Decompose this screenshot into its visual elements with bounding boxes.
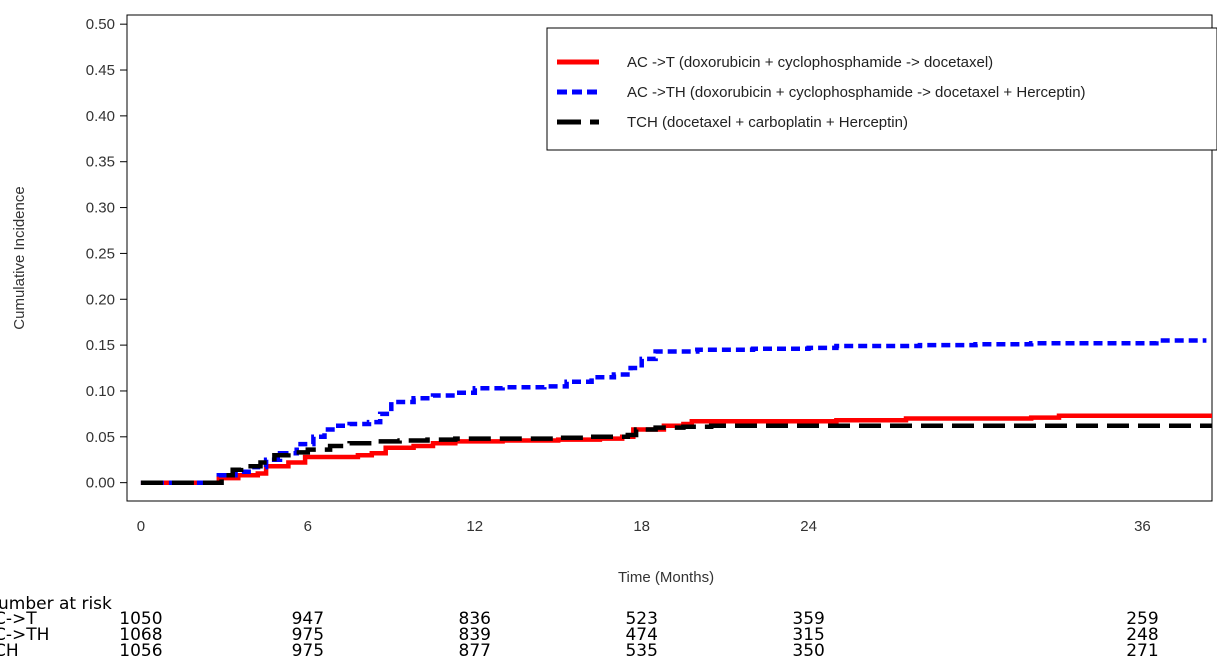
risk-table-title: umber at risk bbox=[0, 594, 112, 614]
risk-count: 975 bbox=[292, 625, 324, 645]
legend-label: AC ->T (doxorubicin + cyclophosphamide -… bbox=[627, 54, 993, 71]
risk-count: 1050 bbox=[119, 609, 162, 629]
y-tick-label: 0.35 bbox=[86, 154, 115, 171]
y-axis: 0.00 0.05 0.10 0.15 0.20 0.25 0.30 0.35 0.40 0.45… bbox=[86, 16, 127, 492]
risk-count: 248 bbox=[1126, 625, 1158, 645]
risk-count: 839 bbox=[459, 625, 491, 645]
risk-count: 474 bbox=[625, 625, 657, 645]
risk-row-label: CH bbox=[0, 641, 19, 661]
y-tick-label: 0.50 bbox=[86, 16, 115, 33]
risk-count: 535 bbox=[625, 641, 657, 661]
risk-count: 359 bbox=[792, 609, 824, 629]
y-tick-label: 0.45 bbox=[86, 62, 115, 79]
risk-count: 877 bbox=[459, 641, 491, 661]
risk-count: 259 bbox=[1126, 609, 1158, 629]
x-tick-label: 6 bbox=[304, 518, 312, 535]
risk-count: 523 bbox=[625, 609, 657, 629]
x-axis: 0 6 12 18 24 36 bbox=[137, 518, 1151, 535]
risk-count: 836 bbox=[459, 609, 491, 629]
risk-table-rows: C->T 1050 947 836 523 359 259 C->TH 1068 975 839 47… bbox=[0, 609, 1159, 661]
legend-items: AC ->T (doxorubicin + cyclophosphamide -… bbox=[557, 54, 1086, 131]
risk-count: 1056 bbox=[119, 641, 162, 661]
x-tick-label: 12 bbox=[466, 518, 483, 535]
legend-label: TCH (docetaxel + carboplatin + Herceptin… bbox=[627, 114, 908, 131]
y-tick-label: 0.25 bbox=[86, 245, 115, 262]
x-tick-label: 36 bbox=[1134, 518, 1151, 535]
y-tick-label: 0.20 bbox=[86, 291, 115, 308]
y-tick-label: 0.10 bbox=[86, 383, 115, 400]
x-tick-label: 0 bbox=[137, 518, 145, 535]
legend-label: AC ->TH (doxorubicin + cyclophosphamide … bbox=[627, 84, 1086, 101]
risk-count: 350 bbox=[792, 641, 824, 661]
y-tick-label: 0.05 bbox=[86, 429, 115, 446]
risk-row-label: C->TH bbox=[0, 625, 49, 645]
x-tick-label: 18 bbox=[633, 518, 650, 535]
y-tick-label: 0.30 bbox=[86, 200, 115, 217]
risk-count: 271 bbox=[1126, 641, 1158, 661]
number-at-risk-table: umber at risk C->T1050947836523359259C->… bbox=[0, 594, 1159, 661]
y-tick-label: 0.15 bbox=[86, 337, 115, 354]
risk-row-label: C->T bbox=[0, 609, 37, 629]
series-line-3 bbox=[140, 423, 1212, 485]
x-tick-label: 24 bbox=[800, 518, 817, 535]
risk-count: 315 bbox=[792, 625, 824, 645]
legend: AC ->T (doxorubicin + cyclophosphamide -… bbox=[546, 27, 1217, 151]
y-axis-title: Cumulative Incidence bbox=[11, 186, 28, 329]
y-tick-label: 0.40 bbox=[86, 108, 115, 125]
x-axis-title: Time (Months) bbox=[618, 569, 714, 586]
risk-count: 1068 bbox=[119, 625, 162, 645]
risk-count: 947 bbox=[292, 609, 324, 629]
plot-frame bbox=[126, 14, 1213, 502]
y-tick-label: 0.00 bbox=[86, 475, 115, 492]
legend-box bbox=[546, 27, 1217, 151]
series-lines bbox=[140, 338, 1212, 485]
risk-count: 975 bbox=[292, 641, 324, 661]
